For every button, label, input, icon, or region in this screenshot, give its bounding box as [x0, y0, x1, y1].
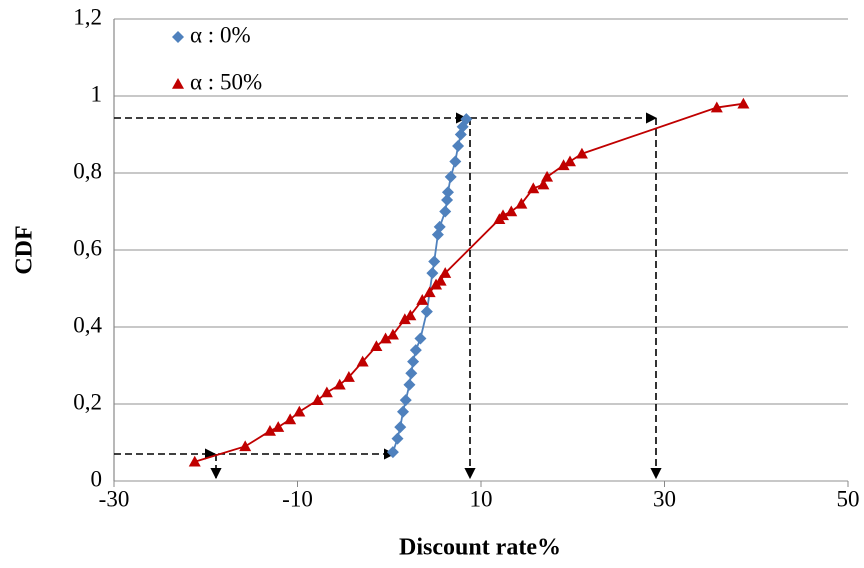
data-point — [398, 313, 411, 325]
data-point — [394, 421, 407, 434]
data-point — [386, 328, 399, 340]
y-tick-label: 0,4 — [73, 312, 102, 337]
data-point — [342, 371, 355, 382]
x-tick-label: -10 — [282, 486, 313, 511]
data-point — [320, 386, 333, 398]
data-point — [399, 394, 412, 407]
data-point — [293, 405, 306, 417]
data-point — [416, 294, 429, 305]
data-point — [515, 197, 528, 209]
y-tick-label: 1,2 — [73, 4, 102, 29]
data-point — [423, 286, 436, 298]
data-point — [239, 440, 252, 452]
x-tick-label: 50 — [837, 486, 860, 511]
data-point — [356, 355, 369, 367]
grid — [114, 18, 848, 482]
y-tick-label: 0,8 — [73, 158, 102, 183]
data-point — [575, 147, 588, 159]
x-axis-label: Discount rate% — [399, 535, 561, 561]
data-point — [527, 182, 540, 194]
data-point — [391, 432, 404, 445]
annotation-arrows — [114, 112, 662, 480]
data-point — [505, 205, 518, 217]
y-tick-label: 0 — [91, 466, 103, 491]
data-point — [444, 170, 457, 183]
data-point — [311, 394, 324, 405]
data-point — [333, 378, 346, 390]
data-point — [420, 305, 433, 318]
series-line — [194, 102, 744, 463]
data-point — [439, 267, 452, 278]
data-point — [403, 378, 416, 391]
data-point — [433, 220, 446, 233]
data-point — [434, 274, 447, 286]
x-tick-label: -30 — [99, 486, 130, 511]
legend-marker — [172, 78, 184, 89]
data-point — [428, 255, 441, 268]
data-point — [439, 205, 452, 218]
data-point — [452, 140, 465, 153]
data-point — [407, 355, 420, 368]
data-point — [414, 332, 427, 345]
y-axis-label: CDF — [12, 225, 38, 274]
data-point — [441, 193, 454, 206]
data-point — [737, 97, 750, 109]
data-point — [557, 159, 570, 171]
data-point — [710, 101, 723, 113]
data-point — [409, 344, 422, 357]
data-point — [541, 170, 554, 182]
legend-label: α : 50% — [190, 69, 262, 94]
data-point — [449, 155, 462, 168]
data-point — [379, 332, 392, 344]
data-point — [404, 309, 417, 321]
data-point — [497, 209, 510, 221]
data-point — [405, 367, 418, 380]
data-point — [537, 178, 550, 190]
data-point — [563, 155, 576, 167]
data-point — [386, 446, 399, 459]
data-point — [263, 424, 276, 436]
x-tick-label: 30 — [653, 486, 676, 511]
y-tick-label: 1 — [91, 81, 103, 106]
data-point — [441, 186, 454, 199]
data-point — [284, 413, 297, 425]
data-point — [460, 113, 473, 126]
x-tick-label: 10 — [470, 486, 493, 511]
data-point — [370, 340, 383, 352]
data-point — [272, 421, 285, 432]
data-point — [188, 455, 201, 467]
data-point — [397, 405, 410, 418]
y-tick-label: 0,6 — [73, 235, 102, 260]
legend-label: α : 0% — [190, 22, 251, 47]
data-point — [426, 267, 439, 280]
y-tick-label: 0,2 — [73, 389, 102, 414]
legend-marker — [172, 31, 184, 43]
